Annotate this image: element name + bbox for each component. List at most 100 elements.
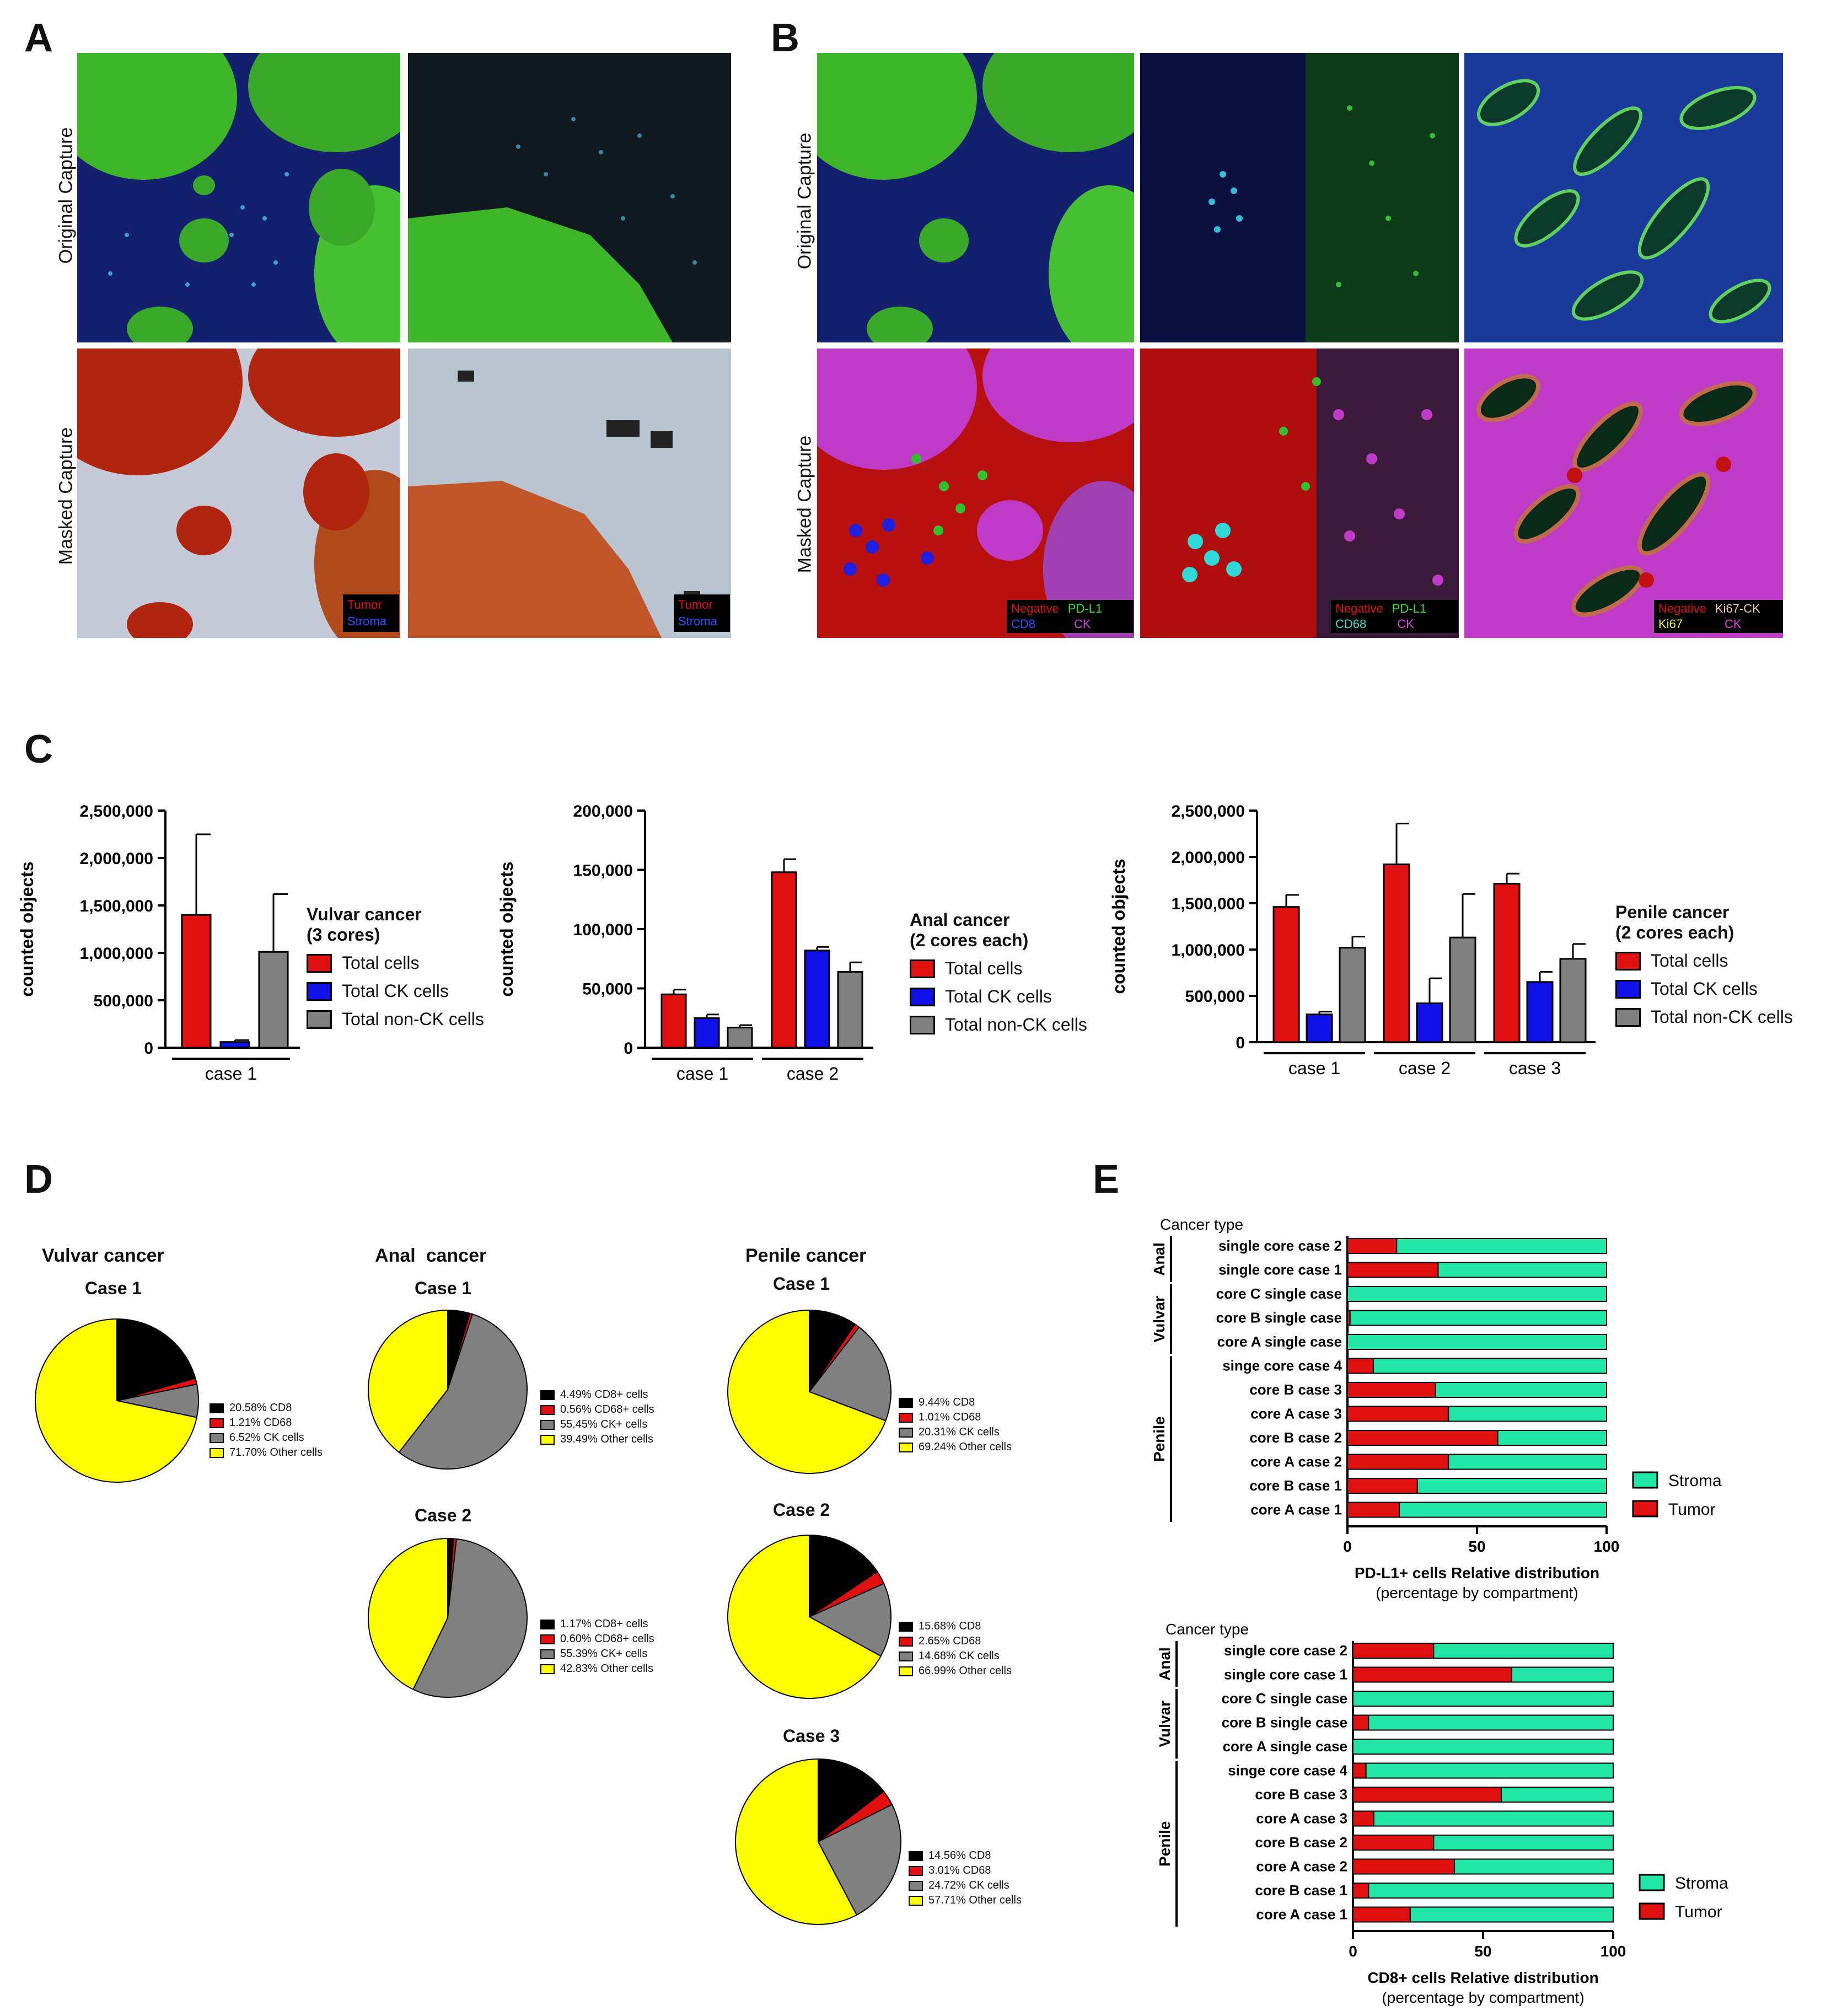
row-label: core A case 1 bbox=[1250, 1502, 1342, 1518]
bar-stroma bbox=[1448, 1406, 1607, 1422]
legend-label: Total non-CK cells bbox=[945, 1015, 1087, 1034]
legend-swatch-blue bbox=[910, 987, 935, 1006]
group-label: case 1 bbox=[205, 1064, 257, 1084]
bar-tumor bbox=[1347, 1358, 1374, 1374]
group-label: Penile bbox=[1156, 1821, 1173, 1867]
pie-legend-swatch bbox=[540, 1634, 555, 1644]
pie-legend-label: 1.21% CD68 bbox=[229, 1417, 292, 1429]
pie-legend-vulvar-case-1: 20.58% CD8 1.21% CD68 6.52% CK cells 71.70%… bbox=[210, 1401, 323, 1460]
pie-legend-row: 57.71% Other cells bbox=[909, 1893, 1022, 1908]
legend-swatch-stroma bbox=[1632, 1471, 1658, 1489]
bar-total-ck-cells bbox=[694, 1017, 720, 1049]
x-axis-subtitle: (percentage by compartment) bbox=[1376, 1584, 1578, 1601]
bar-tumor bbox=[1352, 1787, 1502, 1803]
panel-b-mask-legend-2: Negative PD-L1 CD68 CK bbox=[1331, 600, 1458, 633]
legend-cd8-label: CD8 bbox=[1011, 617, 1036, 631]
bar-stroma bbox=[1454, 1858, 1614, 1875]
pie-legend-row: 66.99% Other cells bbox=[899, 1664, 1012, 1679]
pie-slice-ck-cells bbox=[808, 1326, 891, 1422]
bar-total-non-ck-cells bbox=[837, 971, 863, 1049]
row-label: single core case 2 bbox=[1218, 1237, 1342, 1254]
pie-case-label: Case 2 bbox=[415, 1505, 472, 1525]
bar-stroma bbox=[1373, 1358, 1607, 1374]
pie-legend-swatch bbox=[210, 1418, 224, 1428]
panel-a-mask-legend-2: Tumor Stroma bbox=[674, 594, 730, 632]
bar-total-non-ck-cells bbox=[1339, 947, 1366, 1043]
cancer-type-label: Cancer type bbox=[1166, 1621, 1249, 1638]
pie-legend-row: 55.45% CK+ cells bbox=[540, 1417, 654, 1432]
bar-total-non-ck-cells bbox=[727, 1026, 753, 1049]
pie-legend-label: 9.44% CD8 bbox=[919, 1396, 975, 1408]
y-tick-label: 500,000 bbox=[1185, 988, 1245, 1006]
bar-tumor bbox=[1347, 1502, 1400, 1518]
bar-stroma bbox=[1437, 1262, 1607, 1278]
pie-legend-swatch bbox=[540, 1404, 555, 1415]
panel-d-title-penile: Penile cancer bbox=[745, 1245, 867, 1266]
pie-legend-label: 4.49% CD8+ cells bbox=[560, 1388, 648, 1401]
bar-tumor bbox=[1352, 1666, 1512, 1683]
legend-title-line-1: Penile cancer bbox=[1615, 902, 1730, 922]
pie-legend-anal-case-2: 1.17% CD8+ cells 0.60% CD68+ cells 55.39% … bbox=[540, 1617, 654, 1676]
row-label: core A case 1 bbox=[1256, 1906, 1347, 1923]
pie-legend-row: 1.17% CD8+ cells bbox=[540, 1617, 654, 1632]
y-tick-label: 0 bbox=[1236, 1034, 1245, 1052]
pie-slice-other-cells bbox=[368, 1537, 448, 1690]
legend-total-non-ck-cells: Total non-CK cells bbox=[307, 1009, 484, 1030]
legend-ck-label: CK bbox=[1397, 617, 1414, 631]
group-label: Vulvar bbox=[1151, 1296, 1168, 1343]
row-label: core C single case bbox=[1222, 1690, 1347, 1707]
group-label: case 3 bbox=[1509, 1058, 1561, 1078]
legend-title-line-1: Anal cancer bbox=[910, 910, 1010, 930]
y-tick-label: 0 bbox=[144, 1039, 153, 1058]
bar-total-ck-cells bbox=[804, 950, 830, 1049]
pie-legend-label: 55.45% CK+ cells bbox=[560, 1418, 648, 1430]
pie-legend-row: 14.68% CK cells bbox=[899, 1649, 1012, 1664]
legend-title-line-2: (2 cores each) bbox=[1615, 923, 1734, 942]
pie-slice-cd8 bbox=[809, 1534, 878, 1618]
pie-legend-row: 39.49% Other cells bbox=[540, 1432, 654, 1447]
pie-legend-swatch bbox=[909, 1895, 923, 1906]
bar-tumor bbox=[1347, 1262, 1439, 1278]
bar-stroma bbox=[1435, 1382, 1607, 1398]
group-label: Vulvar bbox=[1156, 1701, 1173, 1747]
pie-legend-swatch bbox=[899, 1427, 913, 1438]
bar-stroma bbox=[1396, 1238, 1607, 1254]
x-tick-label: 0 bbox=[1343, 1538, 1352, 1555]
group-label: Anal bbox=[1151, 1242, 1168, 1276]
panel-b-row-label-original: Original Capture bbox=[794, 132, 815, 270]
group-label: Anal bbox=[1156, 1647, 1173, 1681]
bar-total-non-ck-cells bbox=[1449, 936, 1476, 1043]
pie-legend-label: 24.72% CK cells bbox=[928, 1879, 1009, 1891]
bar-total-cells bbox=[1493, 883, 1521, 1043]
pie-slice-other-cells bbox=[727, 1309, 887, 1474]
group-label: case 1 bbox=[676, 1064, 728, 1084]
pie-legend-swatch bbox=[899, 1636, 913, 1647]
pie-legend-swatch bbox=[899, 1397, 913, 1408]
legend-negative-label: Negative bbox=[1335, 602, 1383, 615]
panel-b-original-image-1 bbox=[817, 53, 1134, 342]
panel-b-masked-image-2 bbox=[1140, 348, 1459, 638]
pie-legend-swatch bbox=[909, 1851, 923, 1861]
pie-slice-other-cells bbox=[368, 1309, 448, 1454]
pie-slice-ck-cells bbox=[817, 1804, 901, 1916]
panel-c-legend-penile: Penile cancer (2 cores each) Total cells… bbox=[1615, 902, 1793, 1027]
pie-legend-row: 69.24% Other cells bbox=[899, 1440, 1012, 1455]
pie-legend-row: 9.44% CD8 bbox=[899, 1395, 1012, 1410]
bar-total-ck-cells bbox=[1306, 1014, 1333, 1043]
bar-tumor bbox=[1352, 1643, 1435, 1659]
pie-legend-row: 20.31% CK cells bbox=[899, 1425, 1012, 1440]
legend-swatch-stroma bbox=[1639, 1874, 1665, 1891]
x-tick-label: 50 bbox=[1474, 1943, 1491, 1960]
legend-ck-label: CK bbox=[1074, 617, 1091, 631]
bar-total-cells bbox=[1383, 863, 1410, 1043]
panel-a-original-image-2 bbox=[408, 53, 731, 342]
y-tick-label: 150,000 bbox=[573, 862, 633, 880]
bar-stroma bbox=[1352, 1739, 1614, 1755]
y-axis-title: counted objects bbox=[497, 861, 517, 996]
pie-slice-ck-cells bbox=[808, 1583, 891, 1657]
row-label: core A case 3 bbox=[1256, 1810, 1347, 1827]
x-tick-label: 50 bbox=[1468, 1538, 1485, 1555]
pie-legend-anal-case-1: 4.49% CD8+ cells 0.56% CD68+ cells 55.45% … bbox=[540, 1387, 654, 1447]
pie-legend-swatch bbox=[909, 1880, 923, 1891]
pie-case-label: Case 1 bbox=[415, 1278, 472, 1298]
